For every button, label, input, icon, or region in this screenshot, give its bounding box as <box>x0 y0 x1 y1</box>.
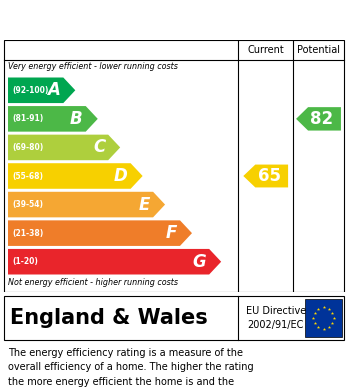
Text: A: A <box>47 81 60 99</box>
Text: F: F <box>166 224 177 242</box>
Text: (21-38): (21-38) <box>12 229 43 238</box>
Text: (81-91): (81-91) <box>12 114 43 123</box>
Text: (39-54): (39-54) <box>12 200 43 209</box>
Text: Potential: Potential <box>297 45 340 55</box>
Polygon shape <box>8 249 221 274</box>
Text: (55-68): (55-68) <box>12 172 43 181</box>
Text: (1-20): (1-20) <box>12 257 38 266</box>
Polygon shape <box>8 106 98 132</box>
Text: The energy efficiency rating is a measure of the
overall efficiency of a home. T: The energy efficiency rating is a measur… <box>8 348 254 391</box>
Polygon shape <box>8 135 120 160</box>
Polygon shape <box>8 163 143 189</box>
Text: Current: Current <box>247 45 284 55</box>
Text: G: G <box>192 253 206 271</box>
Text: (69-80): (69-80) <box>12 143 43 152</box>
Text: B: B <box>70 110 83 128</box>
Polygon shape <box>8 192 165 217</box>
Text: Energy Efficiency Rating: Energy Efficiency Rating <box>7 9 236 27</box>
Bar <box>305 299 342 337</box>
Polygon shape <box>8 77 75 103</box>
Text: EU Directive: EU Directive <box>246 306 306 316</box>
Text: (92-100): (92-100) <box>12 86 48 95</box>
Text: Very energy efficient - lower running costs: Very energy efficient - lower running co… <box>8 62 178 71</box>
Text: C: C <box>93 138 105 156</box>
Text: 82: 82 <box>310 110 333 128</box>
Text: 2002/91/EC: 2002/91/EC <box>247 320 304 330</box>
Text: 65: 65 <box>258 167 281 185</box>
Text: D: D <box>114 167 128 185</box>
Polygon shape <box>243 165 288 187</box>
Text: Not energy efficient - higher running costs: Not energy efficient - higher running co… <box>8 278 178 287</box>
Text: England & Wales: England & Wales <box>10 308 208 328</box>
Text: E: E <box>139 196 150 213</box>
Polygon shape <box>8 221 192 246</box>
Polygon shape <box>296 107 341 131</box>
